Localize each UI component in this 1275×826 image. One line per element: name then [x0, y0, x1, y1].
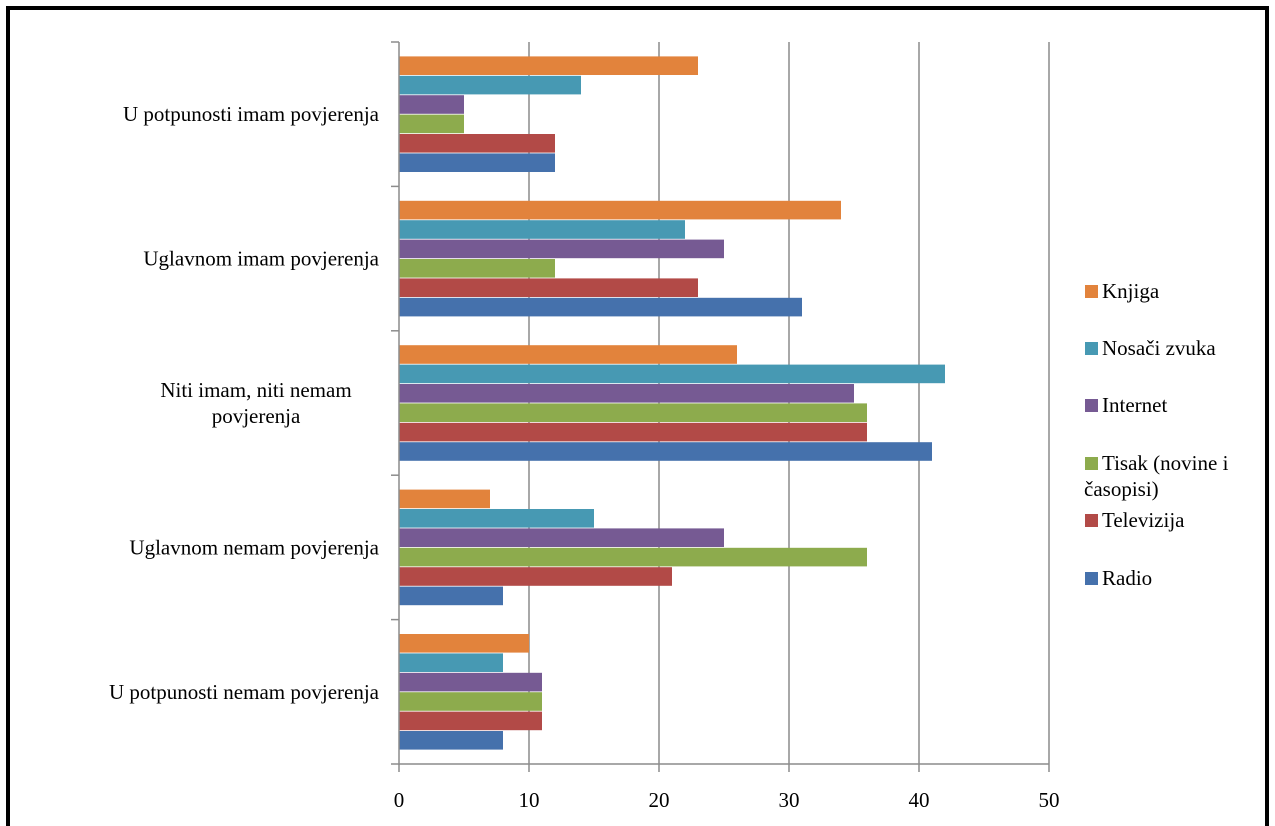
bar-4-3 — [399, 692, 542, 711]
category-label: U potpunosti imam povjerenja — [123, 102, 380, 126]
bar-3-1 — [399, 509, 594, 528]
bar-0-1 — [399, 75, 581, 95]
gridlines — [528, 42, 1050, 764]
legend: Knjiga Nosači zvuka Internet Tisak (novine … — [1084, 279, 1229, 590]
bar-4-1 — [399, 653, 503, 672]
bar-1-3 — [399, 259, 555, 278]
bar-4-2 — [399, 672, 542, 692]
bar-0-2 — [399, 95, 464, 114]
bar-1-1 — [399, 220, 685, 239]
bar-2-2 — [399, 384, 854, 403]
category-label: povjerenja — [212, 404, 301, 428]
legend-swatch — [1085, 399, 1098, 412]
bar-1-2 — [399, 239, 724, 259]
category-label: Uglavnom nemam povjerenja — [129, 535, 379, 559]
legend-swatch — [1085, 514, 1098, 527]
x-tick-label: 50 — [1039, 788, 1060, 812]
bar-0-0 — [399, 56, 698, 75]
category-label: Niti imam, niti nemam — [160, 378, 351, 402]
legend-label: časopisi) — [1084, 477, 1159, 501]
bar-4-0 — [399, 634, 529, 653]
bar-0-4 — [399, 134, 555, 153]
legend-label: Knjiga — [1102, 279, 1160, 303]
bar-2-3 — [399, 403, 867, 422]
bar-3-5 — [399, 586, 503, 606]
bar-4-5 — [399, 731, 503, 750]
bar-0-5 — [399, 153, 555, 172]
category-label: Uglavnom imam povjerenja — [143, 247, 379, 271]
category-label: U potpunosti nemam povjerenja — [109, 680, 380, 704]
legend-swatch — [1085, 572, 1098, 585]
legend-label: Internet — [1102, 393, 1167, 417]
bar-3-2 — [399, 528, 724, 547]
legend-swatch — [1085, 342, 1098, 355]
bar-3-3 — [399, 547, 867, 567]
bar-2-4 — [399, 422, 867, 442]
x-tick-label: 30 — [779, 788, 800, 812]
bar-2-1 — [399, 364, 945, 384]
x-tick-label: 40 — [909, 788, 930, 812]
x-tick-label: 0 — [394, 788, 405, 812]
legend-label: Nosači zvuka — [1102, 336, 1216, 360]
bar-1-0 — [399, 200, 841, 220]
legend-label: Televizija — [1102, 508, 1185, 532]
bar-1-4 — [399, 278, 698, 297]
legend-label: Radio — [1102, 566, 1152, 590]
x-tick-label: 20 — [649, 788, 670, 812]
bar-3-4 — [399, 567, 672, 586]
legend-swatch — [1085, 457, 1098, 470]
bar-0-3 — [399, 114, 464, 134]
x-tick-labels: 0 10 20 30 40 50 — [394, 788, 1060, 812]
axes — [391, 41, 1050, 772]
bars — [399, 56, 945, 750]
bar-2-5 — [399, 442, 932, 461]
legend-label: Tisak (novine i — [1102, 451, 1229, 475]
bar-3-0 — [399, 489, 490, 509]
category-labels: U potpunosti imam povjerenja Uglavnom ima… — [109, 102, 380, 704]
bar-4-4 — [399, 711, 542, 731]
x-tick-label: 10 — [519, 788, 540, 812]
bar-1-5 — [399, 297, 802, 317]
bar-2-0 — [399, 345, 737, 364]
legend-swatch — [1085, 285, 1098, 298]
